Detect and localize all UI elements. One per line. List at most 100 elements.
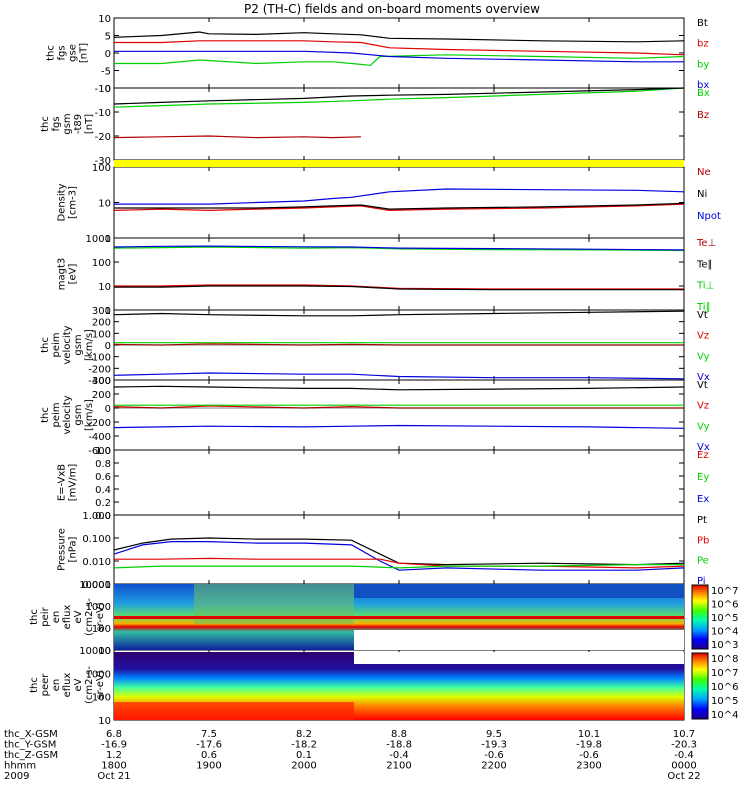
series-line-Vx	[113, 424, 685, 429]
panel-pressure: 1.000 0.100 0.010 0.001 Pressure [nPa] Pt Pb Pe P…	[57, 511, 710, 591]
electron-spectrogram-lowband	[114, 702, 354, 720]
series-line-Npot	[114, 188, 685, 205]
y-tick-label: 10000	[79, 646, 111, 657]
ephemeris-value: 10.1	[578, 729, 600, 740]
legend-entry: Vx	[697, 442, 710, 453]
y-axis-label: thc	[29, 609, 40, 625]
y-axis-label: peir	[40, 606, 51, 626]
electron-spectrogram	[114, 652, 684, 720]
y-tick-label: 1000	[86, 234, 111, 245]
y-axis-label: (cm2-s-	[84, 666, 95, 704]
series-line-Vt	[113, 310, 685, 317]
y-axis-label: en	[51, 611, 62, 624]
y-tick-label: 100	[92, 163, 111, 174]
y-tick-label: 100	[92, 624, 111, 635]
ephemeris-value: 10.7	[673, 729, 695, 740]
y-axis-label: [km/s]	[84, 329, 95, 361]
y-axis-label: [eV]	[68, 264, 79, 285]
ephemeris-table: thc_X-GSM 6.8 7.5 8.2 8.8 9.5 10.1 10.7 thc_Y-GS…	[4, 729, 701, 782]
y-axis-label: eflux	[62, 605, 73, 630]
y-axis-label: peer	[40, 673, 51, 697]
panel-temperature: 1000 100 10 1 magt3 [eV] Te⊥ Te∥ Ti⊥ Ti∥	[57, 234, 717, 317]
y-tick-label: 1000	[86, 602, 111, 613]
ephemeris-value: 0.6	[201, 750, 217, 761]
y-axis-label: gsm	[73, 404, 84, 425]
legend-entry: Bz	[697, 110, 709, 121]
y-tick-label: 100	[92, 693, 111, 704]
y-axis-label: velocity	[62, 395, 73, 434]
series-line-Pi	[113, 540, 685, 571]
legend-entry: Pi	[697, 576, 706, 587]
legend-entry: Bx	[697, 88, 710, 99]
legend-entry: Vz	[697, 401, 709, 412]
y-axis-label: [nT]	[84, 114, 95, 134]
y-axis-label: peim	[51, 332, 62, 357]
y-axis-label: sr-eV)	[95, 602, 106, 631]
y-tick-label: 1	[105, 306, 111, 317]
y-tick-label: 0.8	[95, 459, 111, 470]
ephemeris-value: 6.8	[106, 729, 122, 740]
series-line-Vz	[113, 405, 684, 409]
y-tick-label: 0.6	[95, 472, 111, 483]
colorbar-tick-label: 10^6	[711, 600, 738, 611]
legend-entry: Ez	[697, 450, 709, 461]
y-tick-label: 0.4	[95, 485, 111, 496]
legend-entry: Pb	[697, 535, 709, 546]
electron-colorbar	[691, 652, 709, 720]
legend-entry: Vx	[697, 372, 710, 383]
series-line-Ne	[113, 203, 685, 212]
legend-entry: by	[697, 59, 709, 70]
y-axis-label: (cm2-s-	[84, 598, 95, 636]
ephemeris-value: -19.8	[576, 740, 602, 751]
y-axis-label: fgs	[57, 45, 68, 60]
y-axis-label: magt3	[57, 258, 68, 291]
ephemeris-value: Oct 22	[667, 771, 700, 782]
ephemeris-value: 1800	[101, 761, 126, 772]
y-tick-label: 200	[92, 390, 111, 401]
legend-entry: Bt	[697, 18, 708, 29]
y-tick-label: 0	[105, 49, 111, 60]
legend-entry: Pe	[697, 556, 709, 567]
ephemeris-value: 9.5	[486, 729, 502, 740]
y-axis-label: peim	[51, 402, 62, 427]
y-axis-label: gsm	[62, 113, 73, 134]
ephemeris-row-label: thc_X-GSM	[4, 729, 58, 740]
ephemeris-value: -0.4	[674, 750, 694, 761]
ion-colorbar	[691, 584, 709, 650]
y-axis-label: thc	[46, 45, 57, 61]
y-axis-label: eV	[73, 678, 84, 691]
legend-entry: Vz	[697, 331, 709, 342]
legend-entry: Ni	[697, 189, 707, 200]
ephemeris-value: 2300	[576, 761, 601, 772]
legend-entry: Npot	[697, 211, 721, 222]
electron-spectrogram-gap	[354, 652, 684, 664]
y-tick-label: -600	[88, 446, 111, 457]
y-tick-label: 0.100	[82, 534, 111, 545]
ephemeris-row-label: thc_Z-GSM	[4, 750, 58, 761]
series-line-Vt	[113, 385, 685, 391]
y-tick-label: 0.2	[95, 498, 111, 509]
y-tick-label: 1.000	[82, 511, 111, 522]
legend-entry: Te⊥	[696, 238, 716, 249]
colorbar-tick-label: 10^7	[711, 668, 738, 679]
ephemeris-value: Oct 21	[97, 771, 130, 782]
y-tick-label: -10	[95, 108, 111, 119]
y-tick-label: -100	[88, 353, 111, 364]
panel-density: 100 10 1 Density [cm-3] Ne Ni Npot	[57, 163, 721, 245]
y-tick-label: -20	[95, 132, 111, 143]
series-line-Ti-blue	[113, 245, 685, 251]
y-tick-label: -200	[88, 418, 111, 429]
y-tick-label: 300	[92, 306, 111, 317]
legend-entry: Ti⊥	[696, 281, 714, 292]
y-axis-label: sr-eV)	[95, 670, 106, 699]
ephemeris-value: 8.2	[296, 729, 312, 740]
y-axis-label: en	[51, 679, 62, 692]
ephemeris-value: -16.9	[101, 740, 127, 751]
series-line-Bz	[113, 135, 362, 139]
colorbar-tick-label: 10^4	[711, 627, 738, 638]
ion-spectrogram-upper	[354, 584, 684, 598]
y-axis-label: fgs	[51, 116, 62, 131]
y-tick-label: 10	[98, 282, 111, 293]
